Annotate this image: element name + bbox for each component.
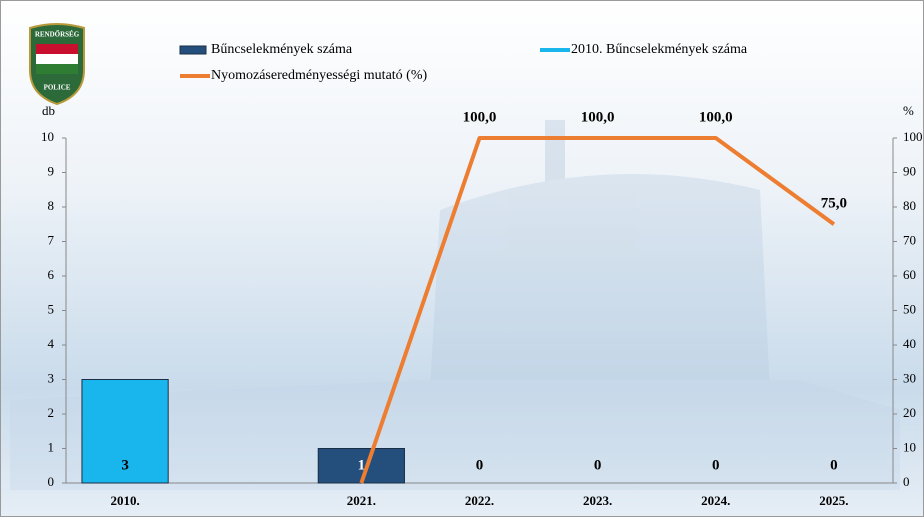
y-tick-label: 5 [48,301,55,316]
bar-value-label: 0 [712,457,720,473]
x-tick-label: 2024. [701,493,730,508]
y-tick-label: 3 [48,370,55,385]
legend-swatch [180,46,206,54]
y-tick-label: 7 [48,232,55,247]
y2-tick-label: 0 [903,474,910,489]
y-tick-label: 6 [48,267,55,282]
x-tick-label: 2023. [583,493,612,508]
bar-value-label: 0 [476,457,484,473]
y-axis-label: db [42,103,55,118]
bar-value-label: 0 [830,457,838,473]
page: RENDŐRSÉG POLICE db % 012345678910010203… [0,0,924,517]
chart: RENDŐRSÉG POLICE db % 012345678910010203… [0,0,924,517]
y2-tick-label: 40 [903,336,916,351]
legend-label: 2010. Bűncselekmények száma [571,42,748,57]
legend-label: Nyomozáseredményességi mutató (%) [211,68,427,83]
logo-text: RENDŐRSÉG [35,31,80,39]
x-tick-label: 2021. [347,493,376,508]
logo-text: POLICE [44,84,71,92]
y-tick-label: 8 [48,198,55,213]
line-value-label: 100,0 [699,109,733,125]
line-value-label: 75,0 [821,196,847,212]
x-tick-label: 2025. [819,493,848,508]
y2-tick-label: 90 [903,163,916,178]
y2-tick-label: 50 [903,301,916,316]
y-tick-label: 2 [48,405,55,420]
y-tick-label: 10 [41,129,54,144]
bar-value-label: 3 [121,457,129,473]
y2-tick-label: 80 [903,198,916,213]
x-tick-label: 2010. [110,493,139,508]
bar-value-label: 0 [594,457,602,473]
y2-tick-label: 20 [903,405,916,420]
logo: RENDŐRSÉG POLICE [30,24,84,104]
line-value-label: 100,0 [581,109,615,125]
y2-axis-label: % [903,103,914,118]
y2-tick-label: 60 [903,267,916,282]
y2-tick-label: 70 [903,232,916,247]
y-tick-label: 0 [48,474,55,489]
line-value-label: 100,0 [463,109,497,125]
y2-tick-label: 30 [903,370,916,385]
y-tick-label: 4 [48,336,55,351]
y-tick-label: 9 [48,163,55,178]
x-tick-label: 2022. [465,493,494,508]
legend-label: Bűncselekmények száma [211,42,353,57]
y-tick-label: 1 [48,439,55,454]
y2-tick-label: 10 [903,439,916,454]
y2-tick-label: 100 [903,129,923,144]
